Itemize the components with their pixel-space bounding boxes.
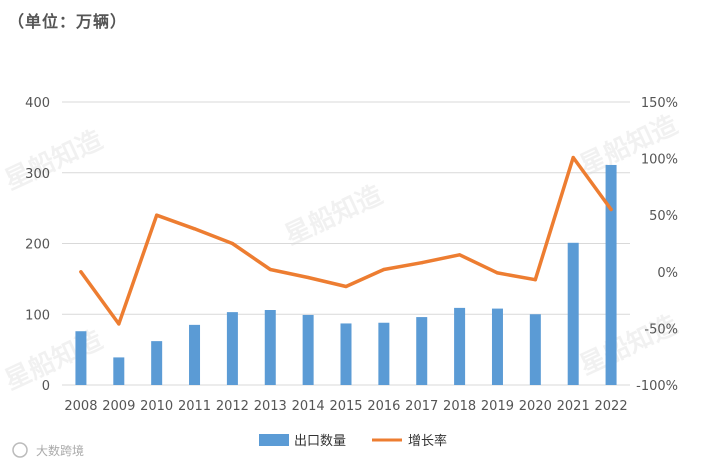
x-tick-label: 2022 bbox=[595, 399, 628, 414]
x-tick-label: 2018 bbox=[443, 399, 476, 414]
bar bbox=[416, 317, 428, 385]
x-tick-label: 2019 bbox=[481, 399, 514, 414]
line-point bbox=[268, 267, 272, 272]
bar bbox=[605, 164, 617, 385]
line-point bbox=[230, 241, 234, 246]
watermark: 星船知造 bbox=[575, 109, 682, 181]
legend-swatch-bar bbox=[259, 434, 289, 446]
x-tick-label: 2016 bbox=[367, 399, 400, 414]
x-tick-label: 2020 bbox=[519, 399, 552, 414]
bar bbox=[491, 308, 503, 385]
legend-label-bar: 出口数量 bbox=[294, 434, 346, 449]
line-series bbox=[79, 155, 613, 326]
x-tick-label: 2011 bbox=[178, 399, 211, 414]
bar-series bbox=[75, 164, 617, 385]
unit-label: （单位：万辆） bbox=[8, 12, 128, 31]
right-tick-label: 50% bbox=[649, 209, 678, 224]
line-point bbox=[495, 271, 500, 275]
x-tick-label: 2010 bbox=[140, 399, 173, 414]
left-tick-label: 100 bbox=[25, 308, 50, 323]
line-point bbox=[420, 261, 424, 265]
right-tick-label: 150% bbox=[641, 96, 678, 111]
left-tick-label: 0 bbox=[42, 379, 50, 394]
line-point bbox=[192, 227, 197, 231]
bar bbox=[113, 357, 125, 385]
line-point bbox=[382, 267, 386, 272]
line-point bbox=[571, 155, 575, 160]
left-axis: 0 100 200 300 400 bbox=[25, 96, 50, 394]
bar bbox=[340, 323, 352, 385]
left-tick-label: 200 bbox=[25, 238, 50, 253]
line-point bbox=[117, 322, 121, 326]
watermark: 星船知造 bbox=[0, 324, 107, 396]
right-axis: -100% -50% 0% 50% 100% 150% bbox=[636, 96, 678, 394]
legend: 出口数量 增长率 bbox=[259, 433, 447, 449]
bar bbox=[454, 307, 466, 385]
x-tick-label: 2008 bbox=[64, 399, 97, 414]
right-tick-label: -50% bbox=[644, 322, 678, 337]
x-tick-label: 2009 bbox=[102, 399, 135, 414]
legend-label-line: 增长率 bbox=[408, 433, 447, 449]
line-point bbox=[306, 275, 310, 280]
right-tick-label: -100% bbox=[636, 379, 678, 394]
left-tick-label: 300 bbox=[25, 167, 50, 182]
bar bbox=[226, 312, 238, 385]
x-tick-label: 2014 bbox=[292, 399, 325, 414]
bar bbox=[264, 310, 276, 385]
x-tick-label: 2012 bbox=[216, 399, 249, 414]
x-tick-label: 2021 bbox=[557, 399, 590, 414]
bar bbox=[567, 242, 579, 385]
bar bbox=[378, 322, 390, 385]
bar bbox=[151, 341, 163, 385]
left-tick-label: 400 bbox=[25, 96, 50, 111]
brand-logo-icon bbox=[12, 442, 28, 458]
line-point bbox=[155, 213, 159, 217]
x-axis: 2008 2009 2010 2011 2012 2013 2014 2015 2016 2017… bbox=[64, 399, 627, 414]
line-point bbox=[609, 207, 613, 212]
x-tick-label: 2015 bbox=[329, 399, 362, 414]
x-tick-label: 2013 bbox=[254, 399, 287, 414]
watermark: 星船知造 bbox=[575, 309, 682, 381]
right-tick-label: 100% bbox=[641, 153, 678, 168]
right-tick-label: 0% bbox=[657, 266, 678, 281]
x-tick-label: 2017 bbox=[405, 399, 438, 414]
line-point bbox=[344, 284, 348, 289]
brand-text: 大数跨境 bbox=[36, 443, 84, 458]
line-point bbox=[533, 278, 537, 282]
line-point bbox=[458, 253, 462, 257]
watermark: 星船知造 bbox=[0, 124, 107, 196]
bar bbox=[302, 314, 314, 385]
watermark: 星船知造 bbox=[280, 179, 387, 251]
growth-rate-line bbox=[79, 155, 613, 326]
bar bbox=[189, 324, 201, 385]
bar bbox=[75, 331, 87, 385]
line-point bbox=[79, 270, 83, 274]
bar bbox=[529, 314, 541, 385]
brand-mark: 大数跨境 bbox=[12, 442, 84, 458]
